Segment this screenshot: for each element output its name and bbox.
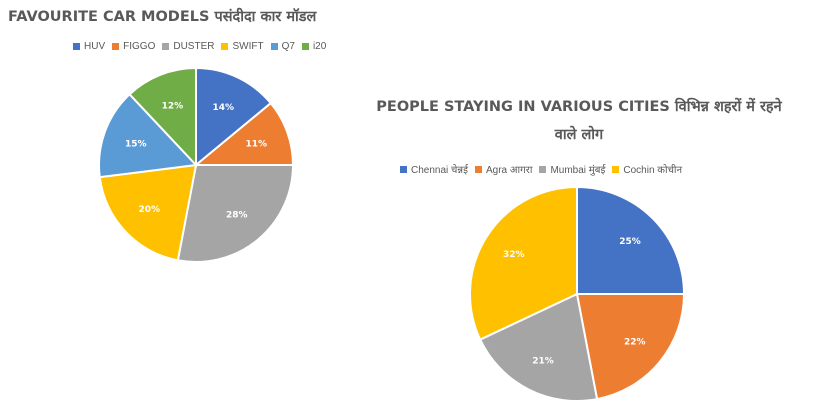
legend-label: DUSTER [173, 41, 215, 52]
legend-label: Cochin कोचीन [623, 165, 683, 176]
legend-label: Mumbai मुंबई [550, 165, 606, 176]
chart-1-data-label: 15% [125, 139, 147, 149]
chart-1-slice-duster [176, 164, 295, 263]
chart-2-data-label: 22% [624, 338, 646, 348]
chart-2-data-label: 25% [619, 237, 641, 247]
chart-1-slice-huv [195, 66, 273, 168]
chart-1-data-label: 28% [226, 210, 248, 220]
chart-1-data-label: 20% [139, 205, 161, 215]
chart-2-data-label: 21% [532, 357, 554, 367]
chart-2-slice-chennai [576, 185, 686, 295]
chart-1-data-label: 14% [212, 103, 234, 113]
chart-1-slice-i20 [128, 66, 197, 168]
legend-item: i20 [301, 41, 327, 52]
legend-swatch [221, 43, 229, 50]
legend-swatch [270, 43, 278, 50]
legend-label: Agra आगरा [486, 165, 533, 176]
chart-1-title: FAVOURITE CAR MODELS पसंदीदा कार मॉडल [8, 9, 317, 25]
legend-swatch [475, 165, 482, 173]
legend-label: HUV [84, 41, 106, 52]
legend-swatch [301, 43, 309, 50]
legend-label: Chennai चेन्नई [411, 165, 468, 176]
legend-item: Cochin कोचीन [612, 162, 682, 176]
chart-1-legend: HUV FIGGO DUSTER SWIFT Q7 i20 [73, 41, 333, 52]
legend-item: Agra आगरा [475, 162, 532, 176]
chart-1-data-label: 11% [245, 139, 267, 149]
chart-1-slice-swift [98, 163, 198, 262]
legend-label: i20 [312, 41, 327, 52]
legend-swatch [400, 165, 407, 173]
legend-swatch [73, 43, 80, 50]
legend-label: FIGGO [123, 41, 156, 52]
chart-2-slice-agra [575, 293, 686, 401]
legend-item: DUSTER [162, 41, 214, 52]
chart-2-title: PEOPLE STAYING IN VARIOUS CITIES विभिन्न… [376, 99, 782, 143]
legend-label: SWIFT [232, 41, 264, 52]
legend-item: Q7 [270, 41, 295, 52]
chart-2-legend: Chennai चेन्नई Agra आगरा Mumbai मुंबई Cochi… [400, 162, 689, 176]
legend-swatch [539, 165, 547, 173]
legend-swatch [612, 165, 620, 173]
legend-swatch [112, 43, 120, 50]
chart-1-slice-q7 [98, 92, 199, 179]
chart-2-slice-cochin [469, 185, 578, 341]
legend-item: HUV [73, 41, 105, 52]
legend-item: FIGGO [112, 41, 155, 52]
legend-swatch [162, 43, 170, 50]
legend-label: Q7 [281, 41, 295, 52]
chart-2-data-label: 32% [503, 250, 525, 260]
legend-item: Mumbai मुंबई [539, 162, 605, 176]
legend-item: SWIFT [221, 41, 264, 52]
chart-1-data-label: 12% [162, 101, 184, 111]
chart-1-slice-figgo [193, 101, 295, 166]
legend-item: Chennai चेन्नई [400, 162, 468, 176]
chart-2-slice-mumbai [478, 292, 599, 402]
